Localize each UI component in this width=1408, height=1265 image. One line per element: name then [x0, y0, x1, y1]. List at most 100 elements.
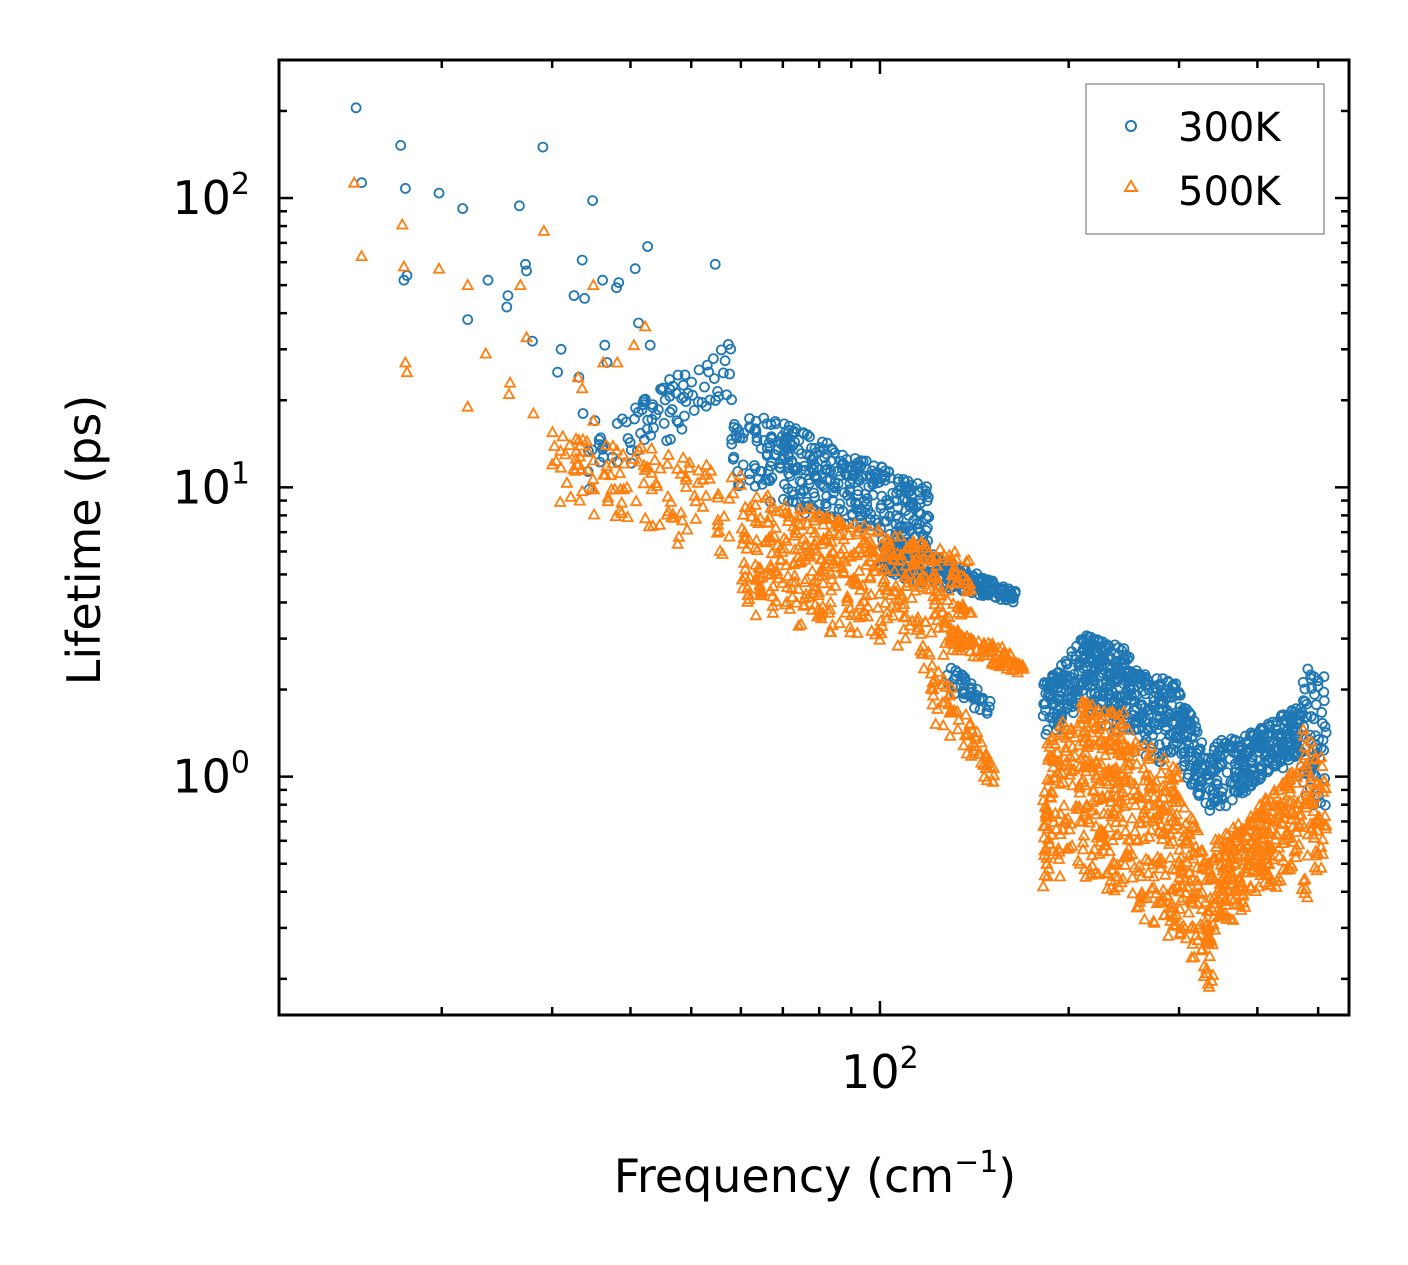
series-300k-point [783, 468, 795, 480]
series-500k-point [808, 582, 822, 595]
series-300k-point [872, 477, 884, 489]
series-500k-point [649, 476, 663, 488]
series-500k-point [1262, 867, 1276, 879]
series-300k-point [1092, 690, 1103, 702]
series-500k-point [907, 535, 921, 548]
series-500k-point [778, 499, 792, 511]
series-500k-point [1213, 849, 1227, 861]
series-500k-point [554, 460, 568, 473]
series-500k-point [1259, 827, 1273, 839]
series-500k-point [1140, 789, 1154, 801]
series-300k-point [1043, 689, 1055, 700]
series-500k-point [605, 456, 619, 469]
series-500k-point [679, 470, 693, 482]
series-300k-point [1090, 661, 1101, 673]
series-500k-point [1171, 770, 1185, 783]
series-500k-point [884, 588, 898, 600]
series-500k-point [797, 598, 811, 610]
series-300k-point [1125, 684, 1137, 696]
series-500k-point [1110, 858, 1124, 870]
series-500k-point [937, 548, 951, 560]
series-300k-point [1128, 675, 1140, 686]
series-500k-point [587, 507, 601, 520]
series-500k-point [1314, 840, 1328, 852]
series-500k-point [942, 583, 956, 596]
series-500k-point [1283, 796, 1297, 808]
series-300k-point [726, 394, 737, 406]
series-300k-point [914, 526, 926, 538]
series-500k-point [879, 531, 893, 544]
series-300k-point [1270, 720, 1282, 731]
series-500k-point [432, 261, 446, 274]
series-300k-point [655, 383, 666, 395]
series-500k-point [848, 517, 862, 529]
series-500k-point [971, 746, 985, 759]
series-300k-point [997, 585, 1008, 597]
series-500k-point [1147, 790, 1161, 803]
series-300k-point [1242, 737, 1254, 748]
series-300k-point [847, 510, 859, 521]
series-300k-point [1047, 671, 1059, 683]
series-300k-point [968, 693, 980, 705]
x-axis-title-exponent: −1 [954, 1145, 998, 1180]
series-500k-point [1207, 872, 1221, 885]
series-500k-point [800, 537, 814, 550]
series-500k-point [911, 562, 926, 575]
series-500k-point [1137, 761, 1151, 774]
series-300k-point [1111, 690, 1123, 702]
series-500k-point [400, 365, 414, 378]
series-500k-point [894, 548, 908, 561]
series-500k-point [581, 445, 596, 458]
series-500k-point [914, 577, 929, 590]
series-300k-point [827, 444, 839, 456]
series-500k-point [742, 587, 756, 600]
series-500k-point [653, 517, 667, 530]
series-300k-point [1093, 646, 1104, 658]
series-500k-point [1283, 772, 1297, 785]
series-500k-point [1169, 818, 1183, 831]
series-500k-point [1164, 900, 1178, 913]
series-500k-point [1105, 809, 1119, 822]
series-500k-point [951, 722, 965, 735]
series-500k-point [601, 494, 615, 507]
series-500k-point [1053, 725, 1067, 738]
series-500k-point [1050, 745, 1064, 758]
series-500k-point [1078, 759, 1092, 772]
series-500k-point [696, 472, 710, 485]
series-500k-point [1073, 856, 1087, 869]
series-300k-point [678, 391, 689, 403]
series-300k-point [699, 381, 710, 393]
series-300k-point [772, 444, 784, 456]
series-500k-point [1148, 798, 1162, 810]
series-500k-point [983, 639, 997, 652]
series-300k-point [679, 410, 690, 422]
series-500k-point [1131, 832, 1145, 845]
series-500k-point [711, 513, 725, 526]
series-500k-point [1117, 799, 1132, 811]
series-500k-point [711, 490, 725, 503]
series-500k-point [1109, 828, 1123, 840]
series-500k-point [866, 545, 880, 558]
series-500k-point [1138, 801, 1152, 814]
series-500k-point [1301, 827, 1315, 840]
series-500k-point [794, 518, 808, 531]
series-500k-point [547, 439, 562, 451]
series-500k-point [1091, 722, 1105, 735]
series-300k-point [597, 274, 608, 286]
series-300k-point [1084, 668, 1096, 680]
series-500k-point [987, 761, 1001, 773]
series-500k-point [1123, 773, 1137, 786]
series-300k-point [1123, 651, 1135, 663]
series-500k-point [911, 610, 925, 623]
series-300k-point [969, 702, 980, 714]
series-500k-point [843, 625, 857, 638]
series-500k-point [573, 493, 587, 506]
series-500k-point [1186, 937, 1200, 949]
series-500k-point [856, 608, 870, 621]
series-500k-point [1300, 788, 1314, 801]
series-300k-point [1150, 717, 1161, 729]
series-500k-point [1095, 824, 1109, 836]
series-300k-point [693, 364, 705, 376]
series-500k-point [601, 490, 615, 503]
series-500k-point [750, 490, 764, 502]
